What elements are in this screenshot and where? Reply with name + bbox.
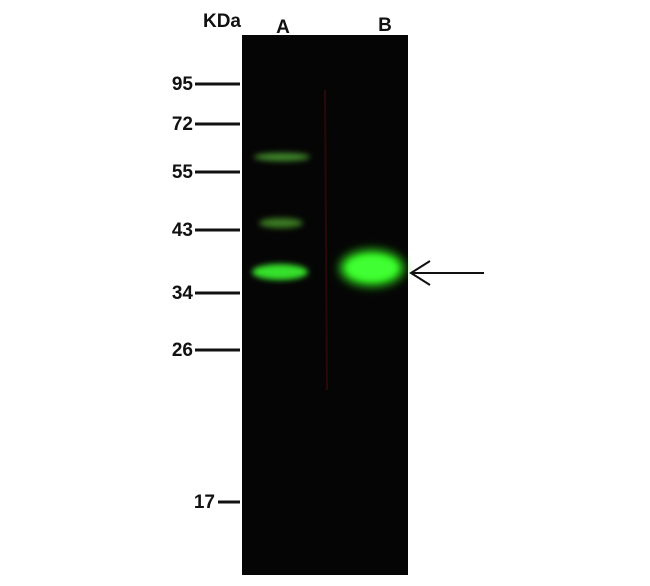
marker-label: 55 bbox=[172, 162, 194, 183]
marker-label: 43 bbox=[172, 220, 193, 241]
arrow bbox=[409, 260, 484, 286]
marker-label: 26 bbox=[172, 340, 193, 361]
unit-label: KDa bbox=[203, 11, 241, 32]
band bbox=[252, 264, 308, 280]
band bbox=[259, 218, 303, 228]
marker-label: 72 bbox=[172, 114, 193, 135]
marker-label: 95 bbox=[172, 74, 194, 95]
marker-label: 17 bbox=[194, 492, 215, 513]
lane-label: A bbox=[276, 17, 290, 38]
lane-label: B bbox=[378, 15, 392, 36]
lane-streak bbox=[324, 89, 328, 391]
band bbox=[254, 153, 310, 161]
marker-ticks bbox=[195, 82, 240, 504]
band bbox=[348, 256, 396, 280]
marker-label: 34 bbox=[172, 283, 194, 304]
